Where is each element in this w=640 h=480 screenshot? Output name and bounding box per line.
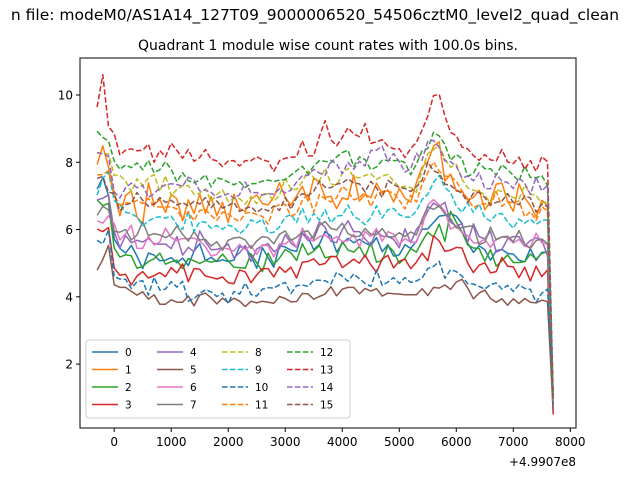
series-line-15 (96, 161, 554, 402)
y-tick-label: 8 (65, 156, 73, 170)
chart-title: Quadrant 1 module wise count rates with … (138, 38, 518, 54)
legend-box (85, 339, 351, 419)
legend-label-11: 11 (255, 400, 268, 412)
x-tick-label: 2000 (213, 435, 244, 449)
y-axis: 2 4 6 8 10 (58, 89, 80, 372)
legend-label-12: 12 (320, 347, 333, 359)
legend-label-2: 2 (125, 382, 132, 394)
legend-label-1: 1 (125, 365, 132, 377)
y-tick-label: 10 (58, 89, 73, 103)
legend-label-14: 14 (320, 382, 334, 394)
x-tick-label: 4000 (327, 435, 358, 449)
legend-label-15: 15 (320, 400, 333, 412)
series-line-5 (96, 244, 554, 412)
y-tick-label: 6 (65, 223, 73, 237)
legend-label-9: 9 (255, 365, 262, 377)
legend-label-5: 5 (190, 365, 197, 377)
x-tick-label: 8000 (555, 435, 586, 449)
legend-label-0: 0 (125, 347, 132, 359)
x-tick-label: 1000 (156, 435, 187, 449)
figure-suptitle: n file: modeM0/AS1A14_127T09_9000006520_… (11, 6, 619, 25)
legend-label-3: 3 (125, 400, 132, 412)
series-line-3 (96, 226, 554, 415)
x-tick-label: 6000 (441, 435, 472, 449)
x-tick-label: 3000 (270, 435, 301, 449)
legend-label-6: 6 (190, 382, 197, 394)
legend-label-4: 4 (190, 347, 197, 359)
y-tick-label: 2 (65, 358, 73, 372)
x-tick-label: 7000 (498, 435, 529, 449)
series-line-11 (97, 161, 554, 402)
legend-label-7: 7 (190, 400, 197, 412)
x-axis: 0 1000 2000 3000 4000 5000 6000 7000 8000 (110, 428, 586, 449)
x-tick-label: 5000 (384, 435, 415, 449)
x-axis-offset-label: +4.9907e8 (509, 455, 576, 469)
series-line-12 (96, 130, 554, 398)
series-line-6 (96, 198, 554, 402)
y-tick-label: 4 (65, 290, 73, 304)
series-line-2 (96, 199, 554, 402)
legend-label-13: 13 (320, 365, 333, 377)
series-line-14 (96, 139, 554, 398)
series-line-10 (96, 229, 554, 398)
series-layer (96, 74, 554, 415)
series-line-4 (96, 194, 554, 402)
legend-label-8: 8 (255, 347, 262, 359)
series-line-9 (96, 171, 554, 402)
series-line-7 (96, 205, 554, 402)
series-line-13 (96, 74, 554, 398)
x-tick-label: 0 (110, 435, 118, 449)
plot-area (79, 57, 577, 429)
legend-label-10: 10 (255, 382, 268, 394)
